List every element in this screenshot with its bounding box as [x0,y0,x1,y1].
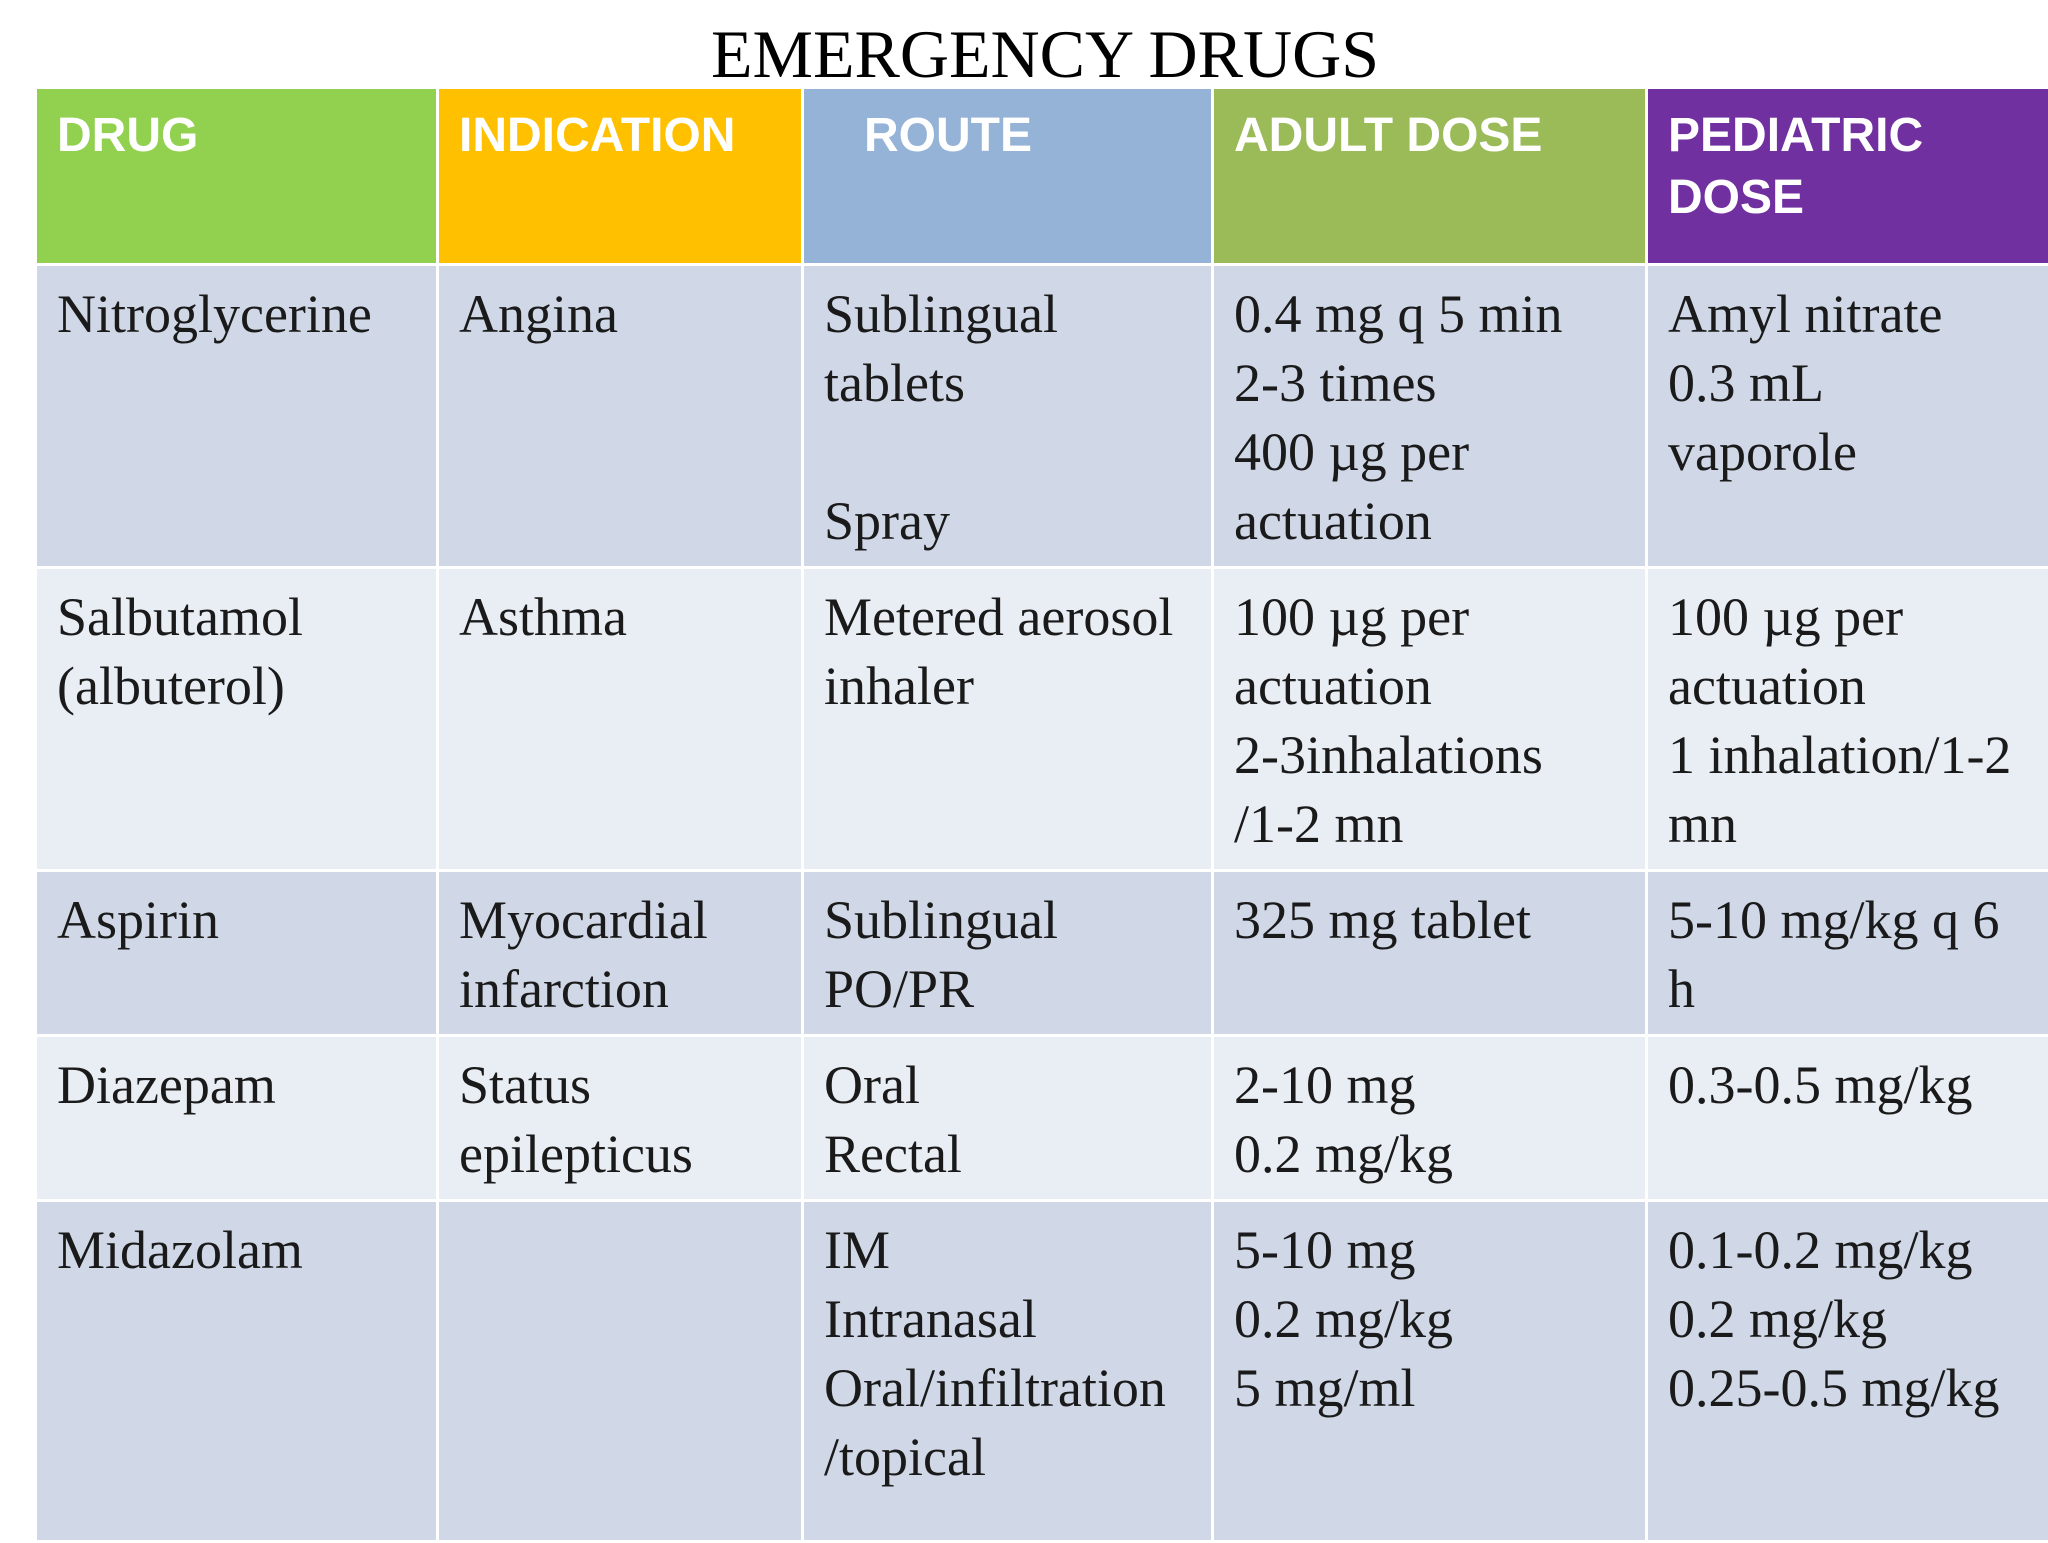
cell-indication: Angina [438,265,803,568]
cell-route: IM Intranasal Oral/infiltration /topical [803,1201,1213,1542]
cell-drug: Salbutamol (albuterol) [36,568,438,871]
page-title: EMERGENCY DRUGS [0,14,2048,94]
cell-pediatric-dose: 0.1-0.2 mg/kg 0.2 mg/kg 0.25-0.5 mg/kg [1647,1201,2048,1542]
table-row: Nitroglycerine Angina Sublingual tablets… [36,265,2048,568]
emergency-drugs-table: DRUG INDICATION ROUTE ADULT DOSE PEDIATR… [34,86,2048,1543]
table-row: Aspirin Myocardial infarction Sublingual… [36,871,2048,1036]
cell-drug: Midazolam [36,1201,438,1542]
cell-adult-dose: 0.4 mg q 5 min 2-3 times 400 µg per actu… [1213,265,1647,568]
table-row: Midazolam IM Intranasal Oral/infiltratio… [36,1201,2048,1542]
header-adult-dose: ADULT DOSE [1213,88,1647,265]
cell-drug: Nitroglycerine [36,265,438,568]
cell-indication: Status epilepticus [438,1036,803,1201]
cell-route: Sublingual PO/PR [803,871,1213,1036]
cell-adult-dose: 2-10 mg 0.2 mg/kg [1213,1036,1647,1201]
cell-adult-dose: 100 µg per actuation 2-3inhalations /1-2… [1213,568,1647,871]
cell-pediatric-dose: 5-10 mg/kg q 6 h [1647,871,2048,1036]
cell-indication: Asthma [438,568,803,871]
cell-drug: Aspirin [36,871,438,1036]
cell-drug: Diazepam [36,1036,438,1201]
cell-adult-dose: 325 mg tablet [1213,871,1647,1036]
cell-pediatric-dose: Amyl nitrate 0.3 mL vaporole [1647,265,2048,568]
cell-route: Metered aerosol inhaler [803,568,1213,871]
table-row: Salbutamol (albuterol) Asthma Metered ae… [36,568,2048,871]
table-header-row: DRUG INDICATION ROUTE ADULT DOSE PEDIATR… [36,88,2048,265]
cell-route: Sublingual tablets Spray [803,265,1213,568]
header-pediatric-dose: PEDIATRIC DOSE [1647,88,2048,265]
cell-pediatric-dose: 100 µg per actuation 1 inhalation/1-2 mn [1647,568,2048,871]
header-route: ROUTE [803,88,1213,265]
header-indication: INDICATION [438,88,803,265]
header-drug: DRUG [36,88,438,265]
cell-indication: Myocardial infarction [438,871,803,1036]
cell-pediatric-dose: 0.3-0.5 mg/kg [1647,1036,2048,1201]
table-row: Diazepam Status epilepticus Oral Rectal … [36,1036,2048,1201]
cell-indication [438,1201,803,1542]
cell-route: Oral Rectal [803,1036,1213,1201]
cell-adult-dose: 5-10 mg 0.2 mg/kg 5 mg/ml [1213,1201,1647,1542]
